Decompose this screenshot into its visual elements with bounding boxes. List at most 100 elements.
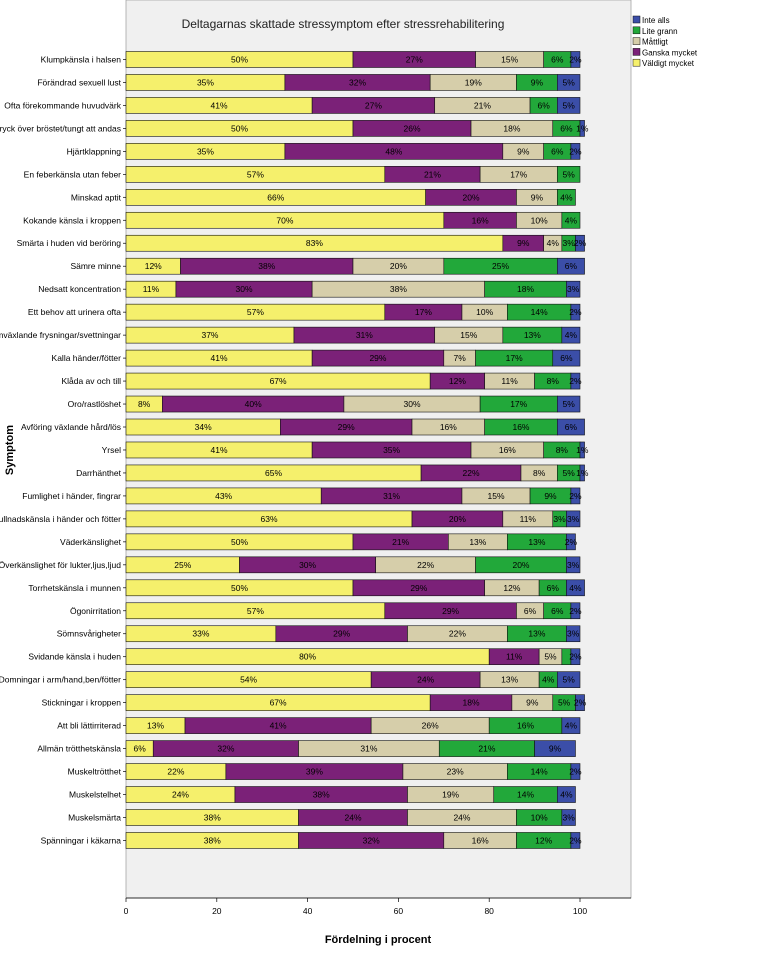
data-label: 10%	[531, 812, 548, 822]
legend-label: Lite grann	[642, 27, 678, 36]
data-label: 4%	[560, 192, 573, 202]
category-label: Tryck över bröstet/tungt att andas	[0, 123, 121, 133]
category-label: Stickningar i kroppen	[42, 698, 122, 708]
data-label: 4%	[565, 330, 578, 340]
bar-segment	[575, 694, 585, 711]
category-label: Förändrad sexuell lust	[37, 77, 121, 87]
data-label: 37%	[201, 330, 218, 340]
data-label: 9%	[544, 491, 557, 501]
x-tick-label: 100	[573, 906, 587, 916]
bar-segment	[561, 326, 581, 344]
data-label: 57%	[247, 307, 264, 317]
data-label: 17%	[510, 169, 527, 179]
data-label: 15%	[460, 330, 477, 340]
data-label: 24%	[417, 675, 434, 685]
bar-segment	[570, 763, 581, 780]
data-label: 5%	[563, 675, 576, 685]
x-tick-label: 60	[394, 906, 404, 916]
category-label: Svullnadskänsla i händer och fötter	[0, 514, 121, 524]
data-label: 22%	[417, 560, 434, 570]
data-label: 16%	[472, 215, 489, 225]
bar-segment	[570, 303, 581, 321]
data-label: 21%	[478, 744, 495, 754]
data-label: 22%	[449, 629, 466, 639]
data-label: 6%	[565, 422, 578, 432]
data-label: 12%	[145, 261, 162, 271]
data-label: 4%	[542, 675, 555, 685]
data-label: 23%	[447, 767, 464, 777]
data-label: 26%	[422, 721, 439, 731]
data-label: 16%	[512, 422, 529, 432]
data-label: 66%	[267, 192, 284, 202]
category-label: Nedsatt koncentration	[38, 284, 121, 294]
data-label: 3%	[567, 514, 580, 524]
data-label: 14%	[531, 307, 548, 317]
data-label: 20%	[512, 560, 529, 570]
data-label: 21%	[474, 100, 491, 110]
y-axis-title: Symptom	[4, 425, 16, 475]
data-label: 25%	[174, 560, 191, 570]
bar-segment	[566, 556, 581, 574]
data-label: 10%	[476, 307, 493, 317]
legend-swatch	[632, 15, 641, 24]
data-label: 12%	[449, 376, 466, 386]
data-label: 4%	[547, 238, 560, 248]
data-label: 22%	[463, 468, 480, 478]
category-label: Sömnsvårigheter	[57, 629, 121, 639]
data-label: 3%	[567, 284, 580, 294]
data-label: 34%	[195, 422, 212, 432]
data-label: 24%	[344, 812, 361, 822]
category-label: Hjärtklappning	[67, 146, 122, 156]
data-label: 11%	[506, 652, 523, 662]
category-label: Omväxlande frysningar/svettningar	[0, 330, 121, 340]
data-label: 5%	[563, 169, 576, 179]
data-label: 9%	[549, 744, 562, 754]
data-label: 32%	[349, 77, 366, 87]
data-label: 38%	[258, 261, 275, 271]
data-label: 41%	[211, 445, 228, 455]
data-label: 67%	[270, 698, 287, 708]
category-label: Kalla händer/fötter	[52, 353, 122, 363]
category-label: Spänningar i käkarna	[41, 835, 122, 845]
data-label: 41%	[270, 721, 287, 731]
data-label: 50%	[231, 583, 248, 593]
data-label: 13%	[528, 629, 545, 639]
data-label: 11%	[501, 376, 518, 386]
data-label: 19%	[442, 790, 459, 800]
data-label: 57%	[247, 606, 264, 616]
data-label: 21%	[392, 537, 409, 547]
legend-swatch	[632, 37, 641, 45]
bar-segment	[552, 349, 581, 367]
category-label: Muskeltrötthet	[68, 767, 122, 777]
data-label: 6%	[560, 123, 573, 133]
data-label: 4%	[560, 790, 573, 800]
data-label: 31%	[356, 330, 373, 340]
legend-label: Väldigt mycket	[642, 59, 695, 68]
data-label: 27%	[406, 54, 423, 64]
data-label: 20%	[463, 192, 480, 202]
x-tick-label: 20	[212, 906, 222, 916]
data-label: 21%	[424, 169, 441, 179]
data-label: 5%	[563, 77, 576, 87]
data-label: 7%	[454, 353, 467, 363]
data-label: 9%	[531, 77, 544, 87]
category-label: Torrhetskänsla i munnen	[28, 583, 121, 593]
bar-segment	[579, 441, 585, 459]
data-label: 43%	[215, 491, 232, 501]
data-label: 40%	[245, 399, 262, 409]
chart-title: Deltagarnas skattade stressymptom efter …	[182, 17, 505, 31]
data-label: 83%	[306, 238, 323, 248]
bar-segment	[566, 533, 576, 551]
data-label: 2%	[569, 491, 582, 501]
data-label: 2%	[569, 652, 582, 662]
data-label: 18%	[463, 698, 480, 708]
data-label: 33%	[192, 629, 209, 639]
category-label: Oro/rastlöshet	[68, 399, 122, 409]
data-label: 80%	[299, 652, 316, 662]
data-label: 6%	[560, 353, 573, 363]
data-label: 70%	[276, 215, 293, 225]
bar-segment	[556, 395, 581, 413]
data-label: 2%	[574, 698, 587, 708]
